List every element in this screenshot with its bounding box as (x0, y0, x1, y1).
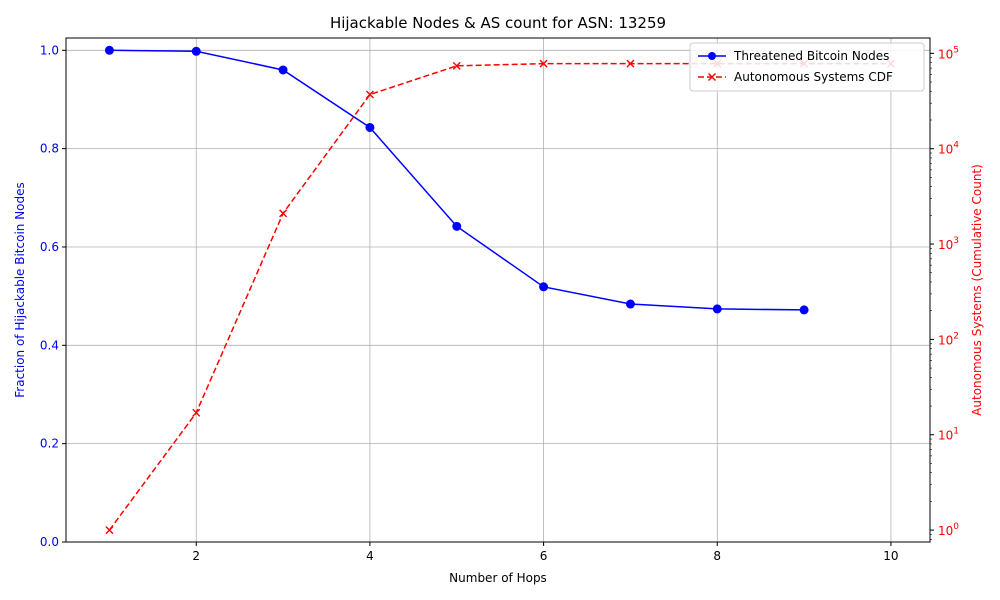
data-point (625, 299, 635, 309)
data-point (799, 305, 809, 315)
legend-entry: Threatened Bitcoin Nodes (698, 49, 889, 63)
legend-entry: Autonomous Systems CDF (698, 70, 893, 84)
data-point (365, 122, 375, 132)
x-tick-label: 8 (713, 549, 721, 563)
axes: 2 4 6 8 100.00.20.40.60.81.01001011021031041… (40, 43, 959, 563)
left-y-tick-label: 0.6 (40, 240, 59, 254)
right-y-axis-label: Autonomous Systems (Cumulative Count) (970, 164, 984, 416)
data-point (452, 221, 462, 231)
right-y-tick-exponent: 0 (953, 522, 959, 532)
data-point (105, 526, 114, 535)
left-y-axis-label: Fraction of Hijackable Bitcoin Nodes (13, 182, 27, 398)
series-threatened-bitcoin-nodes (104, 45, 809, 315)
left-y-tick-label: 0.0 (40, 535, 59, 549)
chart-title: Hijackable Nodes & AS count for ASN: 132… (330, 14, 666, 32)
data-point (712, 304, 722, 314)
legend-marker (708, 52, 716, 60)
right-y-tick-exponent: 3 (953, 236, 959, 246)
data-point (279, 209, 288, 218)
plot-frame (65, 37, 931, 543)
right-y-tick-exponent: 2 (953, 331, 959, 341)
x-tick-label: 6 (540, 549, 548, 563)
legend-label: Threatened Bitcoin Nodes (733, 49, 889, 63)
data-point (626, 59, 635, 68)
data-point (539, 282, 549, 292)
data-point (539, 59, 548, 68)
left-y-tick-label: 0.2 (40, 437, 59, 451)
legend-box (689, 42, 925, 92)
data-point (365, 90, 374, 99)
right-y-tick-exponent: 1 (953, 427, 959, 437)
data-point (278, 65, 288, 75)
left-y-tick-label: 0.8 (40, 142, 59, 156)
left-y-tick-label: 1.0 (40, 43, 59, 57)
data-point (452, 61, 461, 70)
legend-marker (708, 73, 716, 81)
x-axis-label: Number of Hops (449, 571, 547, 585)
legend: Threatened Bitcoin Nodes Autonomous Syste… (689, 42, 925, 92)
x-tick-label: 2 (192, 549, 200, 563)
right-y-tick-exponent: 4 (953, 141, 959, 151)
data-point (192, 408, 201, 417)
legend-label: Autonomous Systems CDF (734, 70, 893, 84)
x-tick-label: 10 (883, 549, 898, 563)
right-y-tick-exponent: 5 (953, 45, 959, 55)
series-line (108, 62, 891, 531)
left-y-tick-label: 0.4 (40, 338, 59, 352)
data-point (104, 45, 114, 55)
x-tick-label: 4 (366, 549, 374, 563)
data-point (191, 46, 201, 56)
